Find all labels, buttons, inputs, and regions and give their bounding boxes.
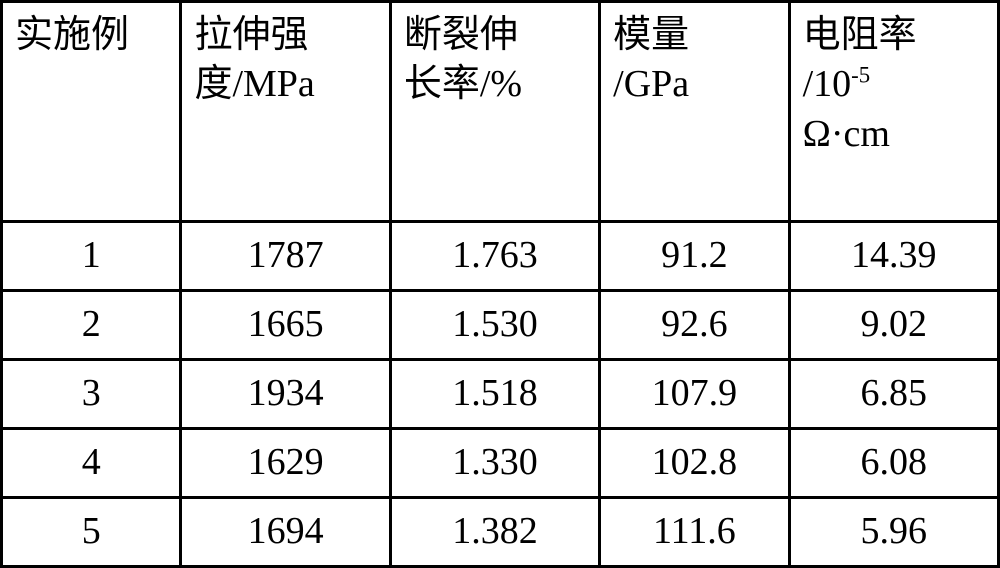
table-row: 2 1665 1.530 92.6 9.02 [2,291,999,360]
cell-example: 1 [2,222,181,291]
header-tensile-strength: 拉伸强 度/MPa [181,2,390,222]
cell-tensile: 1629 [181,429,390,498]
cell-resistivity: 9.02 [789,291,998,360]
table-header-row: 实施例 拉伸强 度/MPa 断裂伸 长率/% 模量 /GPa 电阻率 /10-5… [2,2,999,222]
header-label-line1: 模量 [613,14,689,56]
header-resistivity: 电阻率 /10-5 Ω·cm [789,2,998,222]
table-row: 3 1934 1.518 107.9 6.85 [2,360,999,429]
header-label-line1: 拉伸强 [194,14,308,56]
cell-resistivity: 6.08 [789,429,998,498]
cell-example: 2 [2,291,181,360]
cell-modulus: 92.6 [600,291,789,360]
header-label-line2: 长率/% [404,63,522,105]
header-label-line2: /10 [803,63,852,105]
cell-tensile: 1787 [181,222,390,291]
cell-elongation: 1.763 [390,222,599,291]
cell-elongation: 1.530 [390,291,599,360]
data-table: 实施例 拉伸强 度/MPa 断裂伸 长率/% 模量 /GPa 电阻率 /10-5… [0,0,1000,568]
header-label-line2: 度/MPa [194,63,314,105]
cell-example: 4 [2,429,181,498]
cell-modulus: 111.6 [600,498,789,567]
header-label-sup: -5 [851,63,870,88]
cell-example: 5 [2,498,181,567]
cell-tensile: 1665 [181,291,390,360]
cell-resistivity: 14.39 [789,222,998,291]
cell-modulus: 102.8 [600,429,789,498]
cell-elongation: 1.518 [390,360,599,429]
cell-example: 3 [2,360,181,429]
cell-tensile: 1934 [181,360,390,429]
cell-modulus: 91.2 [600,222,789,291]
header-label-line1: 电阻率 [803,14,917,56]
header-elongation: 断裂伸 长率/% [390,2,599,222]
header-label: 实施例 [15,14,129,56]
cell-resistivity: 5.96 [789,498,998,567]
table-row: 4 1629 1.330 102.8 6.08 [2,429,999,498]
cell-modulus: 107.9 [600,360,789,429]
cell-elongation: 1.382 [390,498,599,567]
table-row: 1 1787 1.763 91.2 14.39 [2,222,999,291]
cell-tensile: 1694 [181,498,390,567]
cell-elongation: 1.330 [390,429,599,498]
header-modulus: 模量 /GPa [600,2,789,222]
header-label-line3: Ω·cm [803,113,890,155]
table-row: 5 1694 1.382 111.6 5.96 [2,498,999,567]
header-label-line2: /GPa [613,63,689,105]
header-label-line1: 断裂伸 [404,14,518,56]
cell-resistivity: 6.85 [789,360,998,429]
header-example: 实施例 [2,2,181,222]
